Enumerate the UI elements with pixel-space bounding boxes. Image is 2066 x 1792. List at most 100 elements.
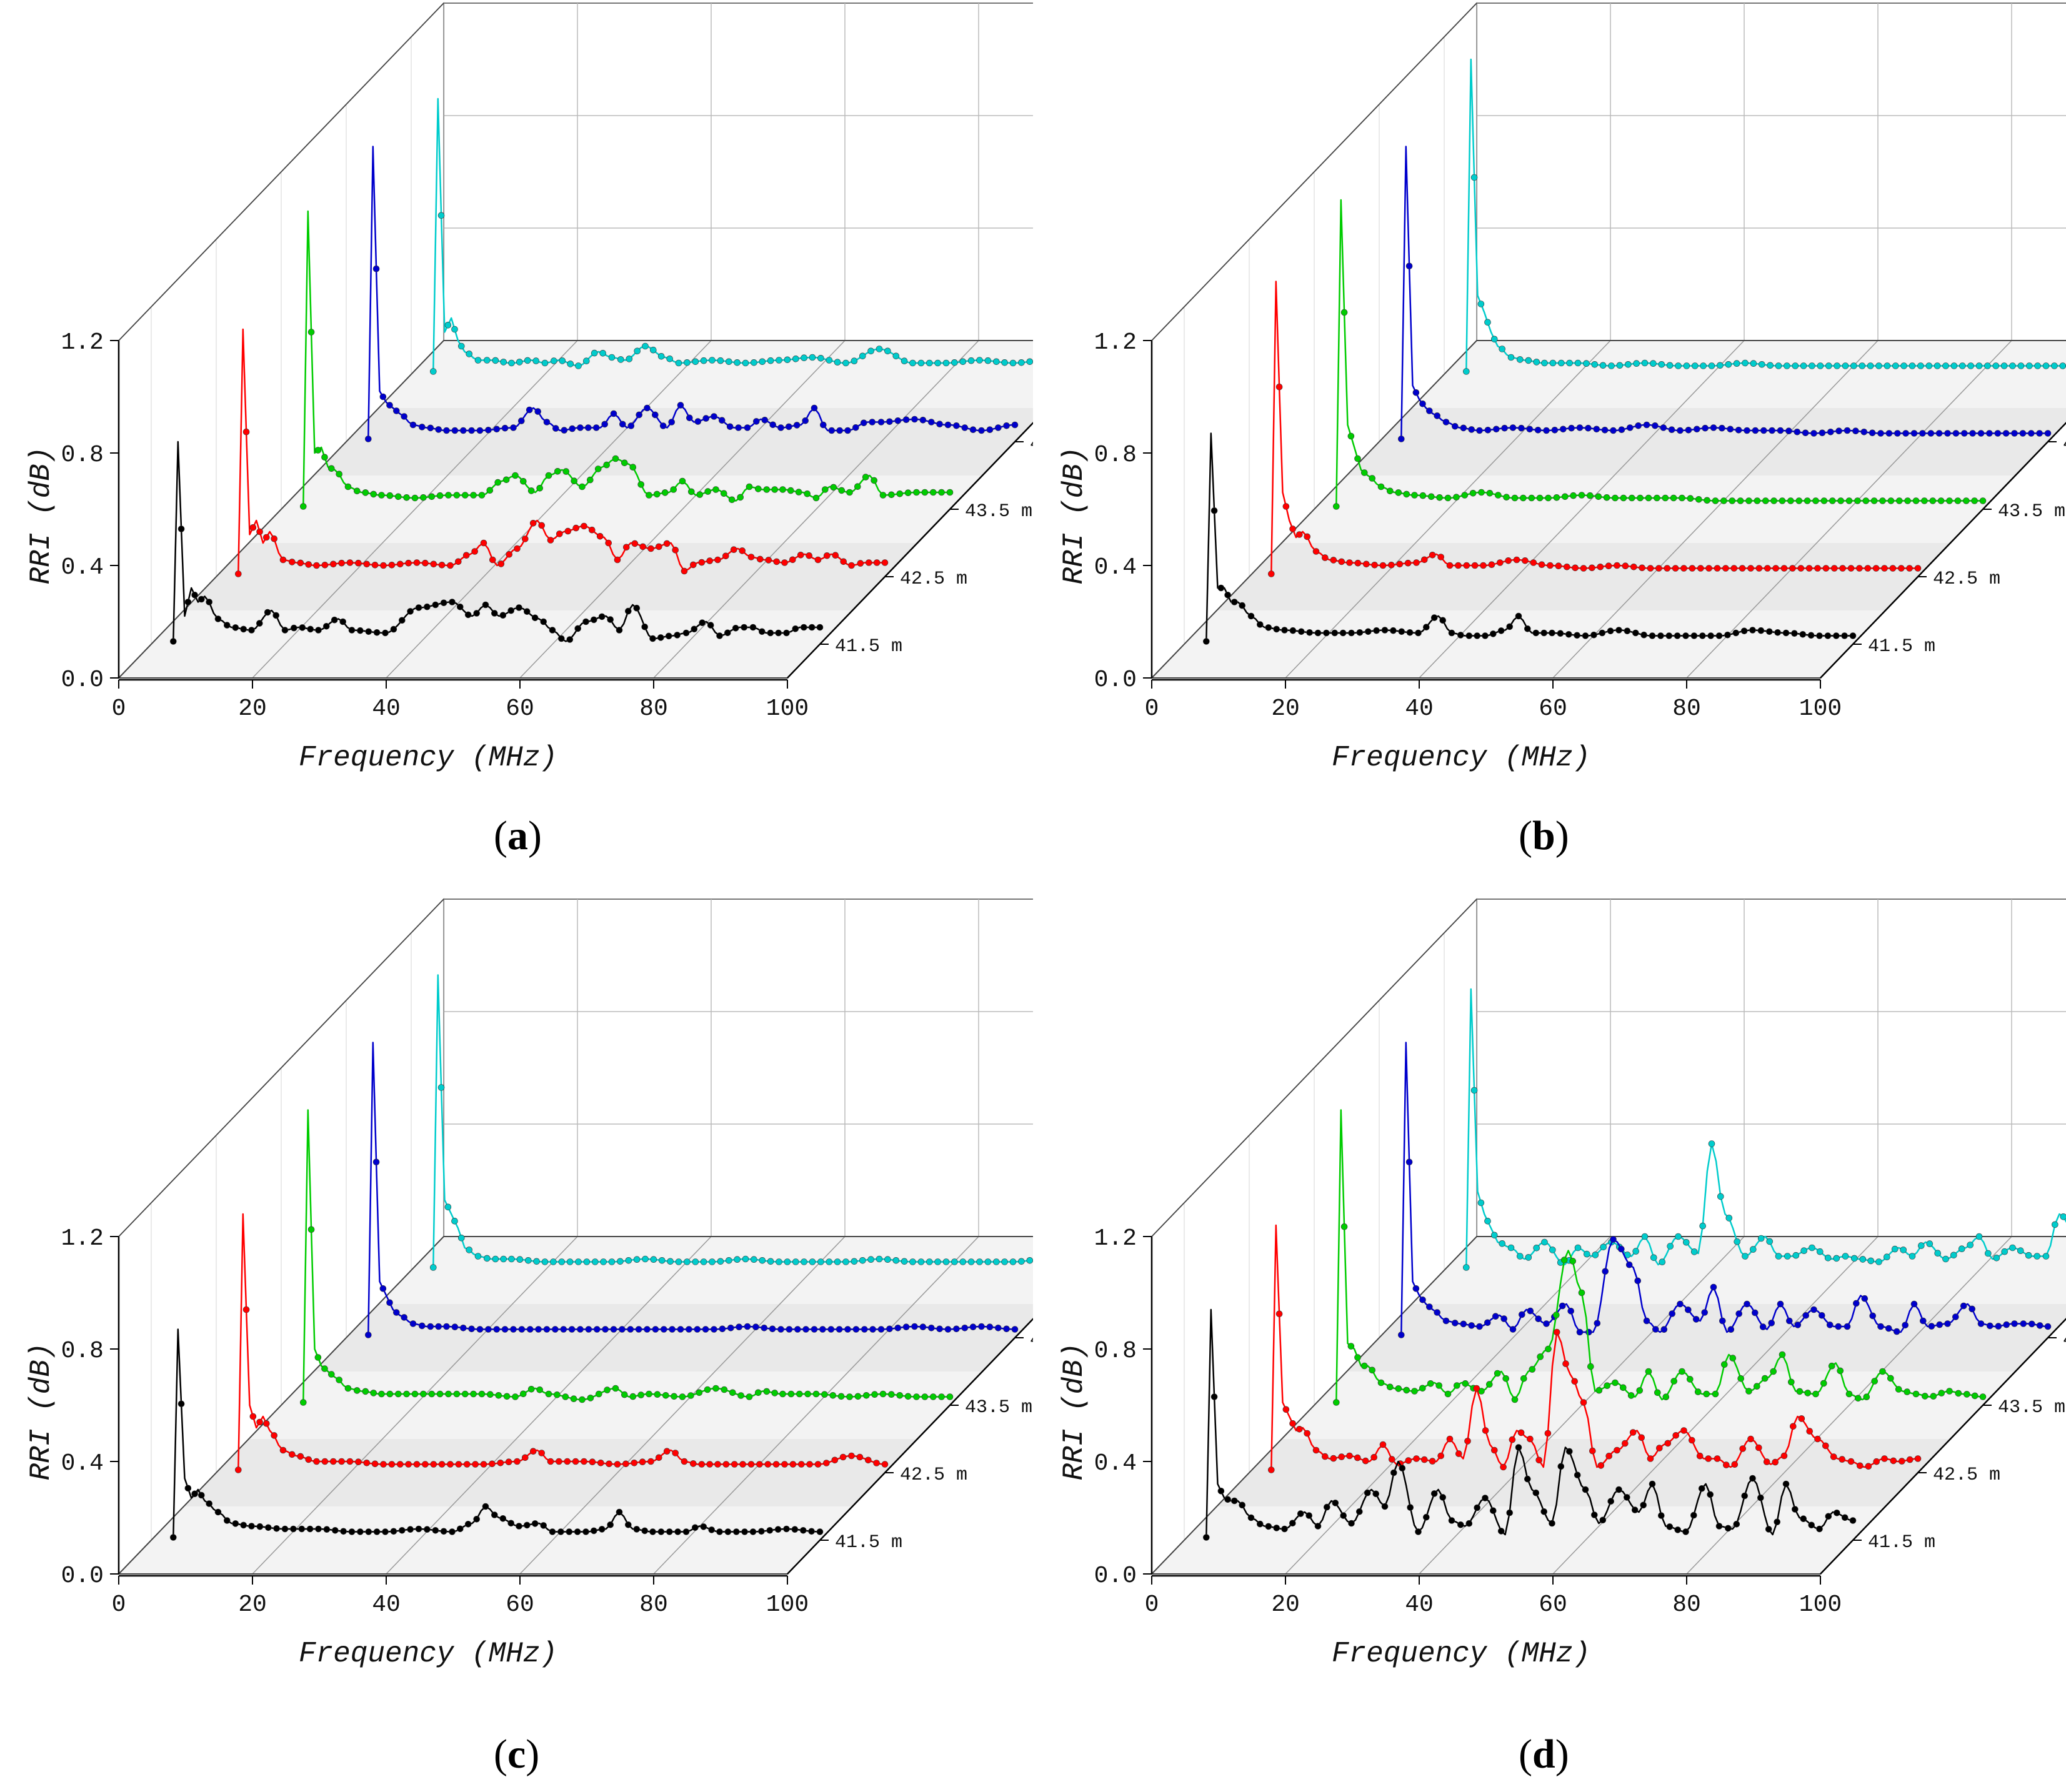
data-point <box>1899 1458 1905 1465</box>
data-point <box>1967 1242 1974 1248</box>
floor-strip <box>184 543 917 610</box>
data-point <box>1889 565 1897 572</box>
data-point <box>232 624 239 631</box>
data-point <box>1420 1456 1428 1463</box>
data-point <box>1789 565 1796 572</box>
data-point <box>692 1258 699 1265</box>
x-tick-label: 20 <box>1271 1591 1300 1618</box>
top-depth-edge <box>118 898 444 1237</box>
data-point <box>724 629 731 637</box>
data-point <box>1346 1452 1353 1460</box>
data-point <box>440 1528 447 1535</box>
data-point <box>1809 362 1815 369</box>
y-tick-label: 1.2 <box>61 329 104 356</box>
data-point <box>474 357 482 364</box>
data-point <box>737 494 744 501</box>
data-point <box>657 1528 665 1535</box>
data-point <box>942 1258 950 1265</box>
data-point <box>967 357 975 364</box>
data-point <box>1332 503 1340 510</box>
data-point <box>1436 494 1443 501</box>
data-point <box>506 550 513 558</box>
data-point <box>1705 1455 1712 1462</box>
data-point <box>1427 493 1435 500</box>
data-point <box>1877 430 1884 437</box>
data-point <box>461 1390 469 1398</box>
data-point <box>1348 1520 1355 1527</box>
data-point <box>1841 1514 1849 1521</box>
series-markers <box>169 1400 824 1541</box>
data-point <box>588 526 596 534</box>
data-point <box>1009 359 1017 367</box>
data-point <box>1647 1455 1654 1462</box>
data-point <box>297 559 304 567</box>
data-point <box>1026 358 1033 366</box>
data-point <box>1727 1326 1735 1333</box>
data-point <box>306 1525 314 1533</box>
series-label: 41.5 m <box>1868 636 1935 657</box>
data-point <box>1850 362 1857 369</box>
data-point <box>1009 1258 1017 1265</box>
data-point <box>1733 1520 1740 1528</box>
series-4: 45.5 m <box>1462 988 2066 1271</box>
data-point <box>1574 632 1580 639</box>
data-point <box>223 622 231 629</box>
data-point <box>634 347 641 355</box>
data-point <box>886 418 893 426</box>
data-point <box>1011 1326 1019 1333</box>
data-point <box>1759 1323 1767 1330</box>
data-point <box>353 487 361 495</box>
data-point <box>709 1258 716 1265</box>
data-point <box>2059 362 2066 369</box>
data-point <box>1565 630 1572 638</box>
data-point <box>1938 1390 1945 1396</box>
data-point <box>622 544 630 551</box>
data-point <box>1011 421 1019 429</box>
data-point <box>767 629 774 637</box>
data-point <box>1869 1312 1876 1320</box>
data-point <box>1739 1445 1746 1452</box>
data-point <box>679 1393 686 1400</box>
data-point <box>719 417 726 424</box>
data-point <box>724 1528 732 1535</box>
data-point <box>614 1461 621 1468</box>
data-point <box>430 560 437 568</box>
data-point <box>1825 362 1832 369</box>
data-point <box>445 492 452 499</box>
data-point <box>2028 430 2035 437</box>
data-point <box>1695 495 1702 503</box>
data-point <box>1463 562 1470 569</box>
data-point <box>644 404 651 412</box>
data-point <box>420 1390 427 1398</box>
data-point <box>1734 1238 1740 1245</box>
data-point <box>531 1520 539 1527</box>
data-point <box>1992 362 2000 369</box>
data-point <box>1856 565 1863 572</box>
data-point <box>1507 1244 1515 1252</box>
data-point <box>2034 362 2041 369</box>
data-point <box>809 354 816 361</box>
data-point <box>288 559 296 565</box>
data-point <box>1470 1087 1478 1094</box>
data-point <box>457 1234 465 1242</box>
data-point <box>437 1084 445 1091</box>
data-point <box>405 559 412 567</box>
data-point <box>1641 359 1649 367</box>
data-point <box>299 503 307 510</box>
y-axis-title: RRI (dB) <box>25 447 57 585</box>
data-point <box>1640 631 1647 639</box>
data-point <box>2042 362 2050 369</box>
data-point <box>1457 1521 1464 1528</box>
data-point <box>1399 1465 1406 1472</box>
data-point <box>574 625 582 632</box>
data-point <box>1356 629 1364 636</box>
data-point <box>470 1390 477 1398</box>
data-point <box>797 551 804 559</box>
data-point <box>610 1326 617 1333</box>
data-point <box>321 1365 328 1372</box>
data-point <box>1690 1511 1697 1519</box>
data-point <box>281 627 289 634</box>
data-point <box>1509 424 1517 431</box>
data-point <box>1879 1368 1886 1375</box>
